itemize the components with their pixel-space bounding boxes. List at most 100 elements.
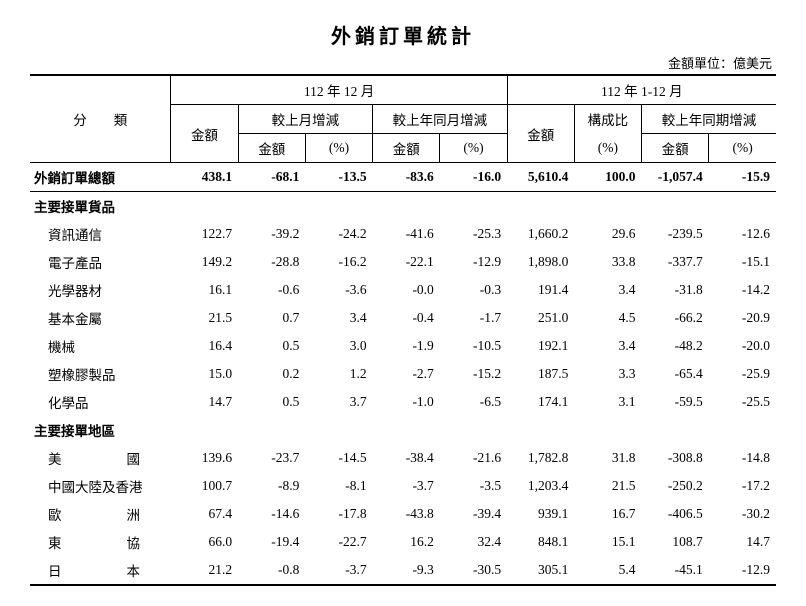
cell-mom_pct: 3.4 <box>305 304 372 332</box>
cell-yoy_amt: -3.7 <box>373 472 440 500</box>
cell-yoy_y_pct: -20.9 <box>709 304 776 332</box>
cell-mom_amt: -19.4 <box>238 528 305 556</box>
table-row: 東 協66.0-19.4-22.716.232.4848.115.1108.71… <box>30 528 776 556</box>
cell-yoy_y_amt: -66.2 <box>642 304 709 332</box>
row-label: 電子產品 <box>30 248 171 276</box>
cell-mom_pct: -13.5 <box>305 163 372 192</box>
cell-y_amt: 5,610.4 <box>507 163 574 192</box>
row-label: 中國大陸及香港 <box>30 472 171 500</box>
cell-y_amt: 848.1 <box>507 528 574 556</box>
cell-mom_amt: -68.1 <box>238 163 305 192</box>
row-label: 基本金屬 <box>30 304 171 332</box>
cell-share: 3.4 <box>574 276 641 304</box>
th-category: 分 類 <box>30 75 171 163</box>
cell-share: 16.7 <box>574 500 641 528</box>
cell-mom_amt: -8.9 <box>238 472 305 500</box>
cell-m_amt: 139.6 <box>171 444 238 472</box>
cell-share: 3.4 <box>574 332 641 360</box>
cell-yoy_amt: -83.6 <box>373 163 440 192</box>
cell-y_amt: 1,660.2 <box>507 220 574 248</box>
cell-yoy_y_amt: -59.5 <box>642 388 709 416</box>
table-row: 歐 洲67.4-14.6-17.8-43.8-39.4939.116.7-406… <box>30 500 776 528</box>
table-body: 外銷訂單總額438.1-68.1-13.5-83.6-16.05,610.410… <box>30 163 776 586</box>
page-title: 外銷訂單統計 <box>30 20 776 49</box>
cell-yoy_y_pct: -30.2 <box>709 500 776 528</box>
cell-y_amt: 192.1 <box>507 332 574 360</box>
cell-yoy_amt: -41.6 <box>373 220 440 248</box>
cell-share: 33.8 <box>574 248 641 276</box>
table-row: 美 國139.6-23.7-14.5-38.4-21.61,782.831.8-… <box>30 444 776 472</box>
cell-yoy_y_amt: -337.7 <box>642 248 709 276</box>
cell-yoy_y_pct: -15.1 <box>709 248 776 276</box>
cell-y_amt: 191.4 <box>507 276 574 304</box>
row-label: 東 協 <box>30 528 171 556</box>
cell-m_amt: 15.0 <box>171 360 238 388</box>
cell-yoy_y_amt: -406.5 <box>642 500 709 528</box>
cell-yoy_y_pct: -12.6 <box>709 220 776 248</box>
cell-m_amt: 67.4 <box>171 500 238 528</box>
table-row: 電子產品149.2-28.8-16.2-22.1-12.91,898.033.8… <box>30 248 776 276</box>
table-head: 分 類 112 年 12 月 112 年 1-12 月 金額 較上月增減 較上年… <box>30 75 776 163</box>
table-row: 主要接單貨品 <box>30 192 776 221</box>
cell-yoy_pct: -21.6 <box>440 444 507 472</box>
row-label: 化學品 <box>30 388 171 416</box>
cell-yoy_amt: -1.0 <box>373 388 440 416</box>
table-row: 外銷訂單總額438.1-68.1-13.5-83.6-16.05,610.410… <box>30 163 776 192</box>
cell-yoy_pct: -0.3 <box>440 276 507 304</box>
th-share-top: 構成比 <box>574 105 641 134</box>
cell-yoy_pct: -6.5 <box>440 388 507 416</box>
cell-m_amt: 66.0 <box>171 528 238 556</box>
cell-yoy_y_pct: -25.5 <box>709 388 776 416</box>
cell-yoy_amt: -43.8 <box>373 500 440 528</box>
cell-yoy_y_pct: -15.9 <box>709 163 776 192</box>
cell-yoy_amt: -2.7 <box>373 360 440 388</box>
cell-yoy_y_pct: -25.9 <box>709 360 776 388</box>
th-yoy-m-pct: (%) <box>440 134 507 163</box>
cell-m_amt: 16.4 <box>171 332 238 360</box>
cell-mom_pct: -24.2 <box>305 220 372 248</box>
cell-yoy_pct: 32.4 <box>440 528 507 556</box>
row-label: 光學器材 <box>30 276 171 304</box>
cell-share: 21.5 <box>574 472 641 500</box>
row-label: 歐 洲 <box>30 500 171 528</box>
cell-mom_pct: 3.7 <box>305 388 372 416</box>
table-row: 主要接單地區 <box>30 416 776 444</box>
cell-mom_pct: -17.8 <box>305 500 372 528</box>
row-label: 美 國 <box>30 444 171 472</box>
th-yoy-y: 較上年同期增減 <box>642 105 776 134</box>
cell-mom_pct: -16.2 <box>305 248 372 276</box>
cell-mom_pct: -3.6 <box>305 276 372 304</box>
cell-mom_amt: -14.6 <box>238 500 305 528</box>
cell-yoy_y_amt: -31.8 <box>642 276 709 304</box>
cell-yoy_pct: -3.5 <box>440 472 507 500</box>
cell-yoy_y_pct: -14.8 <box>709 444 776 472</box>
cell-share: 3.3 <box>574 360 641 388</box>
cell-m_amt: 100.7 <box>171 472 238 500</box>
th-mom-amt: 金額 <box>238 134 305 163</box>
cell-yoy_amt: -1.9 <box>373 332 440 360</box>
row-label: 資訊通信 <box>30 220 171 248</box>
table-row: 化學品14.70.53.7-1.0-6.5174.13.1-59.5-25.5 <box>30 388 776 416</box>
cell-yoy_pct: -1.7 <box>440 304 507 332</box>
th-yoy-y-amt: 金額 <box>642 134 709 163</box>
th-yoy-y-pct: (%) <box>709 134 776 163</box>
cell-y_amt: 939.1 <box>507 500 574 528</box>
table-row: 機械16.40.53.0-1.9-10.5192.13.4-48.2-20.0 <box>30 332 776 360</box>
export-orders-table: 分 類 112 年 12 月 112 年 1-12 月 金額 較上月增減 較上年… <box>30 74 776 586</box>
th-yoy-m-amt: 金額 <box>373 134 440 163</box>
cell-yoy_amt: -0.4 <box>373 304 440 332</box>
cell-m_amt: 16.1 <box>171 276 238 304</box>
cell-mom_amt: 0.5 <box>238 332 305 360</box>
cell-y_amt: 187.5 <box>507 360 574 388</box>
cell-yoy_y_amt: -65.4 <box>642 360 709 388</box>
cell-yoy_amt: -38.4 <box>373 444 440 472</box>
cell-m_amt: 122.7 <box>171 220 238 248</box>
cell-mom_pct: -22.7 <box>305 528 372 556</box>
cell-yoy_y_amt: -250.2 <box>642 472 709 500</box>
cell-yoy_pct: -25.3 <box>440 220 507 248</box>
cell-mom_pct: -8.1 <box>305 472 372 500</box>
th-mom: 較上月增減 <box>238 105 372 134</box>
th-y-amount: 金額 <box>507 105 574 163</box>
cell-mom_amt: -0.6 <box>238 276 305 304</box>
section-label: 主要接單地區 <box>30 416 171 444</box>
